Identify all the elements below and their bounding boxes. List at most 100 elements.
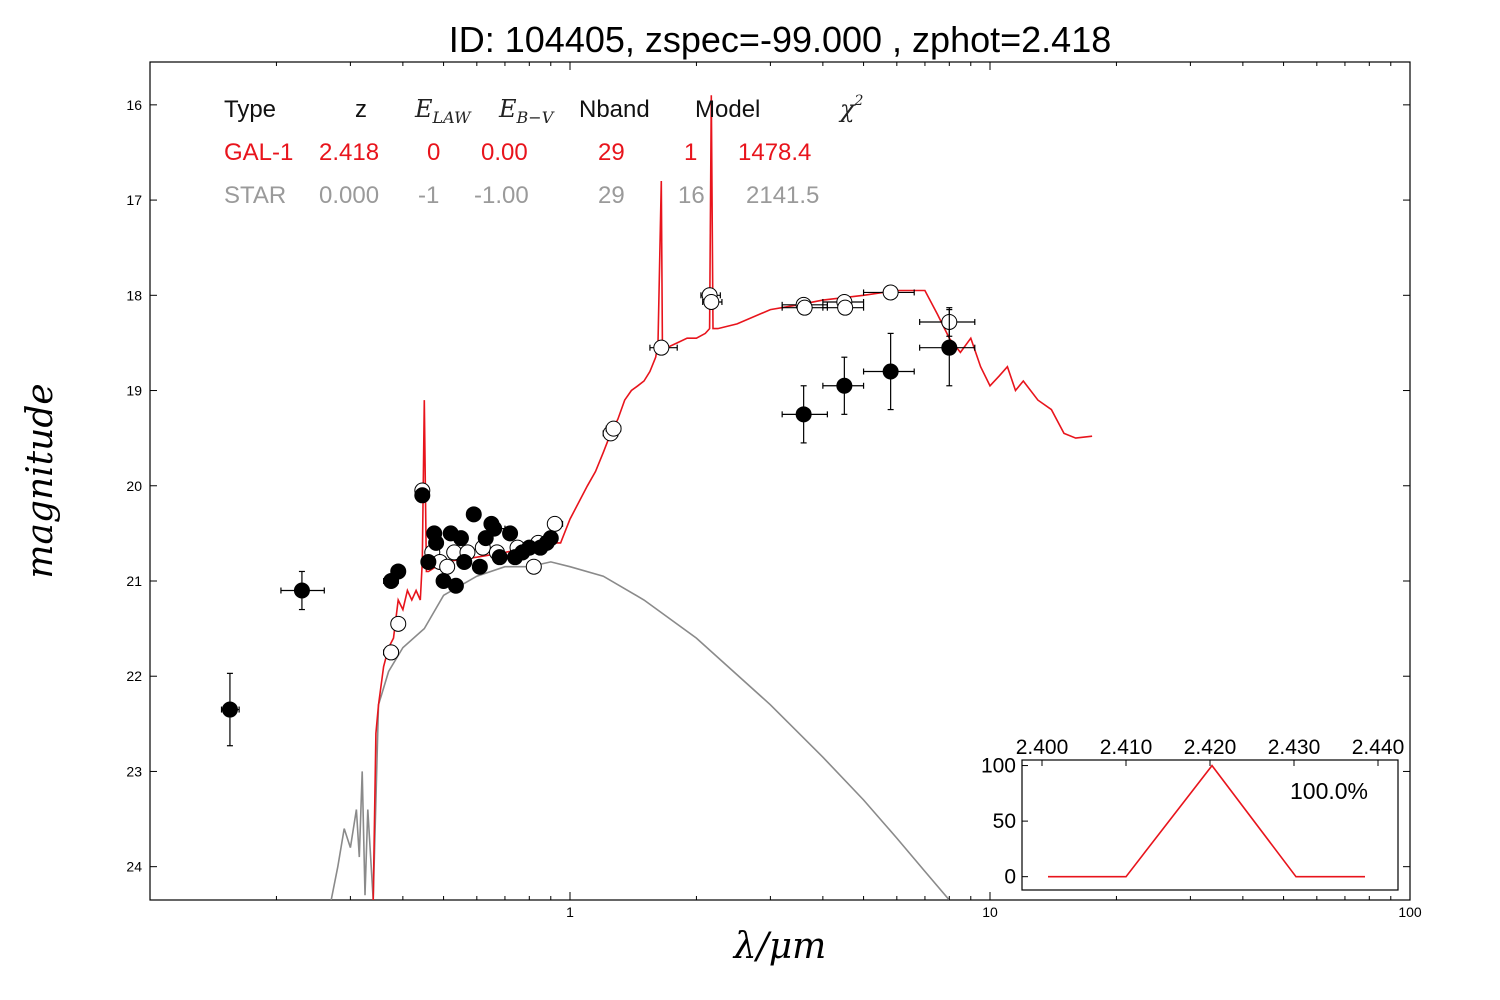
y-tick-label: 24 [126,859,142,875]
fit-table: Type z ELAW EB−V Nband Model χ2 GAL-1 2.4… [224,93,864,209]
filled-marker [428,534,445,551]
filled-data-point [491,549,508,566]
filled-marker [390,563,407,580]
filled-data-point [465,506,482,523]
y-tick-label: 21 [126,573,142,589]
filled-marker [795,406,812,423]
inset-frame [1021,759,1399,891]
open-data-point [781,299,828,316]
filled-marker [420,553,437,570]
filled-marker [456,553,473,570]
inset-x-tick-label: 2.400 [1016,736,1069,759]
filled-data-point [435,572,452,589]
filled-data-point [521,539,538,556]
x-tick-label: 100 [1398,904,1422,920]
inset-y-tick-label: 100 [981,755,1016,778]
open-data-point [649,339,678,356]
filled-marker [941,339,958,356]
filled-data-point [414,487,431,504]
filled-marker [293,582,310,599]
filled-marker [471,558,488,575]
fit-row-model: 1 [684,139,697,166]
chart-title: ID: 104405, zspec=-99.000 , zphot=2.418 [449,19,1111,60]
open-marker [796,299,813,316]
fit-row-chi2: 2141.5 [746,182,819,209]
filled-data-point [447,577,464,594]
fit-row-elaw: 0 [427,139,440,166]
y-tick-label: 20 [126,478,142,494]
inset-x-tick-label: 2.440 [1352,736,1405,759]
inset-pdf-line [1048,764,1365,878]
filled-data-point [822,356,865,415]
filled-data-point [862,332,915,411]
inset-annotation: 100.0% [1290,778,1368,804]
open-marker [525,558,542,575]
redshift-pdf-inset: 2.400 2.410 2.420 2.430 2.440 100 50 0 100.0% [981,736,1405,891]
filled-data-point [428,534,445,551]
open-marker [837,299,854,316]
filled-data-point [471,558,488,575]
open-marker [390,615,407,632]
filled-data-point [420,553,437,570]
open-data-point [525,558,542,575]
fit-row-type: GAL-1 [224,139,293,166]
header-nband: Nband [579,96,650,123]
open-marker [882,284,899,301]
fit-row-ebv: 0.00 [481,139,528,166]
filled-data-point [542,530,559,547]
fit-row-type: STAR [224,182,286,209]
plot-frame [149,61,1411,901]
open-marker [653,339,670,356]
open-marker [703,293,720,310]
open-data-point [702,293,723,310]
galaxy-model-curve [372,95,1093,900]
y-tick-label: 23 [126,763,142,779]
filled-marker [486,520,503,537]
fit-row-nband: 29 [598,139,625,166]
x-axis: 1 10 100 [275,62,1422,920]
open-marker [383,644,400,661]
filled-data-point [781,385,828,444]
open-data-point [919,307,976,337]
y-axis: 16 17 18 19 20 21 22 23 24 [126,97,1410,875]
y-tick-label: 16 [126,97,142,113]
open-data-point [383,644,400,661]
filled-marker [542,530,559,547]
x-tick-label: 1 [566,904,574,920]
y-axis-label: magnitude [20,383,61,578]
star-model-curve [330,561,950,900]
header-type: Type [224,96,276,123]
filled-marker [221,701,238,718]
inset-x-tick-label: 2.410 [1100,736,1153,759]
filled-marker [502,525,519,542]
fit-row-ebv: -1.00 [474,182,529,209]
inset-x-tick-label: 2.430 [1268,736,1321,759]
filled-marker [465,506,482,523]
filled-marker [414,487,431,504]
filled-marker [836,377,853,394]
fit-row-z: 0.000 [319,182,379,209]
inset-y-tick-label: 0 [1004,866,1016,889]
fit-row-model: 16 [678,182,705,209]
open-data-point [862,284,915,301]
x-tick-label: 10 [982,904,998,920]
header-z: z [355,96,367,123]
open-marker [439,558,456,575]
x-axis-label: λ/μm [732,926,826,967]
inset-y-tick-label: 50 [993,810,1016,833]
y-tick-label: 22 [126,668,142,684]
filled-marker [452,530,469,547]
filled-data-point [502,525,519,542]
filled-data-point [452,530,469,547]
fit-row-chi2: 1478.4 [738,139,811,166]
header-chi2: χ2 [838,93,864,123]
open-data-point [439,558,456,575]
open-data-point [546,515,564,532]
fit-row-z: 2.418 [319,139,379,166]
filled-data-point [919,308,976,387]
open-data-point [822,299,865,316]
filled-marker [491,549,508,566]
open-data-point [446,544,463,561]
open-marker [546,515,563,532]
plot-area [220,95,1093,900]
